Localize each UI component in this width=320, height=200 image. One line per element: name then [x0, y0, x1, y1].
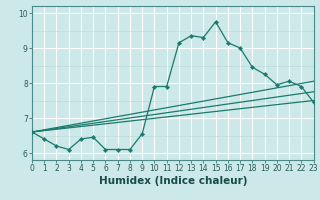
- X-axis label: Humidex (Indice chaleur): Humidex (Indice chaleur): [99, 176, 247, 186]
